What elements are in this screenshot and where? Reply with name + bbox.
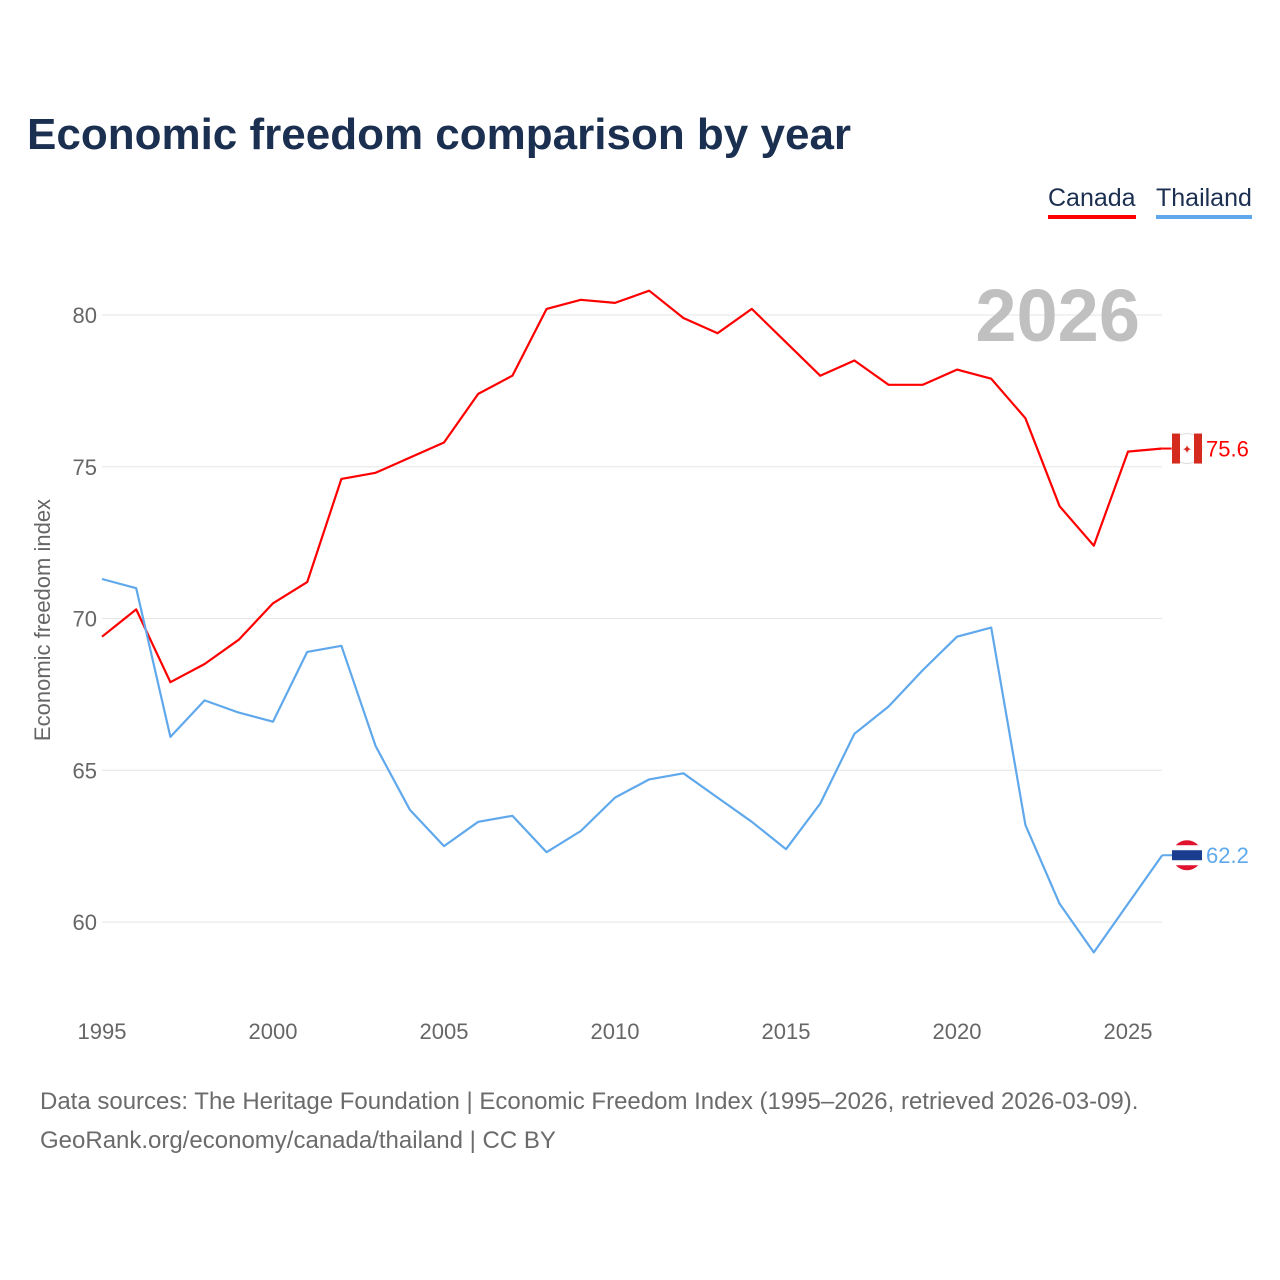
series-line-canada bbox=[101, 289, 1163, 684]
y-axis-label: Economic freedom index bbox=[30, 499, 55, 741]
data-source-text: Data sources: The Heritage Foundation | … bbox=[40, 1088, 1139, 1115]
y-tick-label: 70 bbox=[73, 607, 97, 632]
y-tick-label: 65 bbox=[73, 758, 97, 783]
x-tick-label: 2015 bbox=[762, 1019, 811, 1044]
attribution-link[interactable]: GeoRank.org/economy/canada/thailand | CC… bbox=[40, 1127, 556, 1154]
year-watermark: 2026 bbox=[975, 274, 1140, 357]
x-tick-label: 2020 bbox=[933, 1019, 982, 1044]
legend-canada[interactable]: Canada bbox=[1048, 184, 1136, 219]
y-tick-label: 75 bbox=[73, 455, 97, 480]
x-tick-label: 2000 bbox=[249, 1019, 298, 1044]
x-tick-label: 2025 bbox=[1104, 1019, 1153, 1044]
series-line-thailand bbox=[101, 577, 1164, 954]
y-tick-label: 80 bbox=[73, 303, 97, 328]
chart-title: Economic freedom comparison by year bbox=[27, 110, 852, 159]
legend-thailand[interactable]: Thailand bbox=[1156, 184, 1252, 219]
x-tick-label: 2005 bbox=[420, 1019, 469, 1044]
x-tick-label: 2010 bbox=[591, 1019, 640, 1044]
end-value-label: 62.2 bbox=[1206, 843, 1249, 868]
y-tick-label: 60 bbox=[73, 910, 97, 935]
flag-band bbox=[1172, 433, 1180, 464]
flag-band bbox=[1172, 850, 1202, 861]
flag-band bbox=[1194, 433, 1202, 464]
maple-leaf-icon: ✦ bbox=[1182, 443, 1192, 457]
end-value-label: 75.6 bbox=[1206, 437, 1249, 462]
x-tick-label: 1995 bbox=[78, 1019, 127, 1044]
